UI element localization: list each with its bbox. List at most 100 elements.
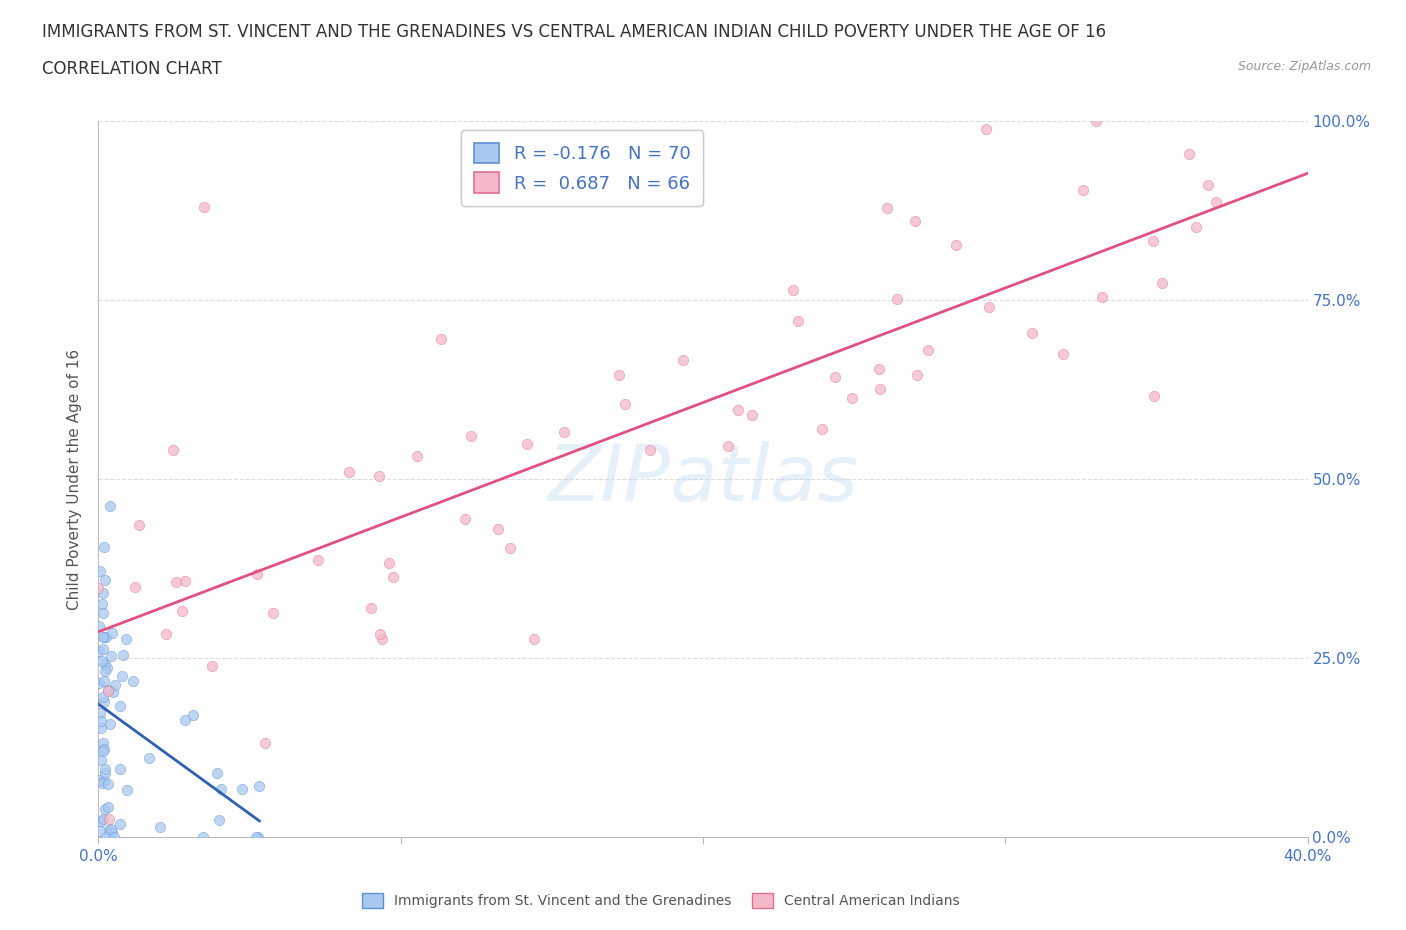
Point [1091,289,1114,304]
Point [117,783,139,798]
Point [100,822,122,837]
Point [101,824,124,839]
Point [307,552,329,567]
Point [108,762,131,777]
Point [607,367,630,382]
Point [381,570,404,585]
Point [174,574,197,589]
Point [370,627,392,642]
Point [1142,389,1164,404]
Point [91,630,114,644]
Point [253,736,276,751]
Point [110,669,132,684]
Point [727,403,749,418]
Point [97,799,120,814]
Point [246,830,269,844]
Point [87,773,110,788]
Point [904,214,927,229]
Point [96,660,118,675]
Point [98,498,121,513]
Point [371,631,394,646]
Point [87,618,110,633]
Point [103,684,125,699]
Y-axis label: Child Poverty Under the Age of 16: Child Poverty Under the Age of 16 [67,349,83,609]
Point [98,811,121,826]
Point [917,342,939,357]
Point [516,437,538,452]
Point [94,664,117,679]
Point [1085,113,1108,128]
Point [1152,275,1174,290]
Point [97,683,120,698]
Point [97,684,120,698]
Point [94,830,117,844]
Point [672,352,695,367]
Point [94,572,117,587]
Point [98,716,121,731]
Point [460,429,482,444]
Point [87,675,110,690]
Point [208,812,231,827]
Point [378,556,401,571]
Point [245,830,267,844]
Point [100,648,122,663]
Point [93,762,115,777]
Point [90,720,112,735]
Point [174,712,197,727]
Point [209,782,232,797]
Legend: R = -0.176   N = 70, R =  0.687   N = 66: R = -0.176 N = 70, R = 0.687 N = 66 [461,130,703,206]
Point [90,597,112,612]
Point [905,367,928,382]
Point [205,765,228,780]
Point [499,540,522,555]
Point [191,830,214,844]
Point [89,705,111,720]
Point [553,425,575,440]
Point [108,817,131,831]
Point [841,391,863,405]
Point [93,741,115,756]
Point [93,743,115,758]
Point [89,564,111,578]
Point [231,781,253,796]
Point [128,517,150,532]
Point [93,539,115,554]
Point [945,238,967,253]
Point [523,631,546,646]
Point [1185,219,1208,234]
Point [741,407,763,422]
Point [93,673,115,688]
Point [91,736,114,751]
Point [93,605,115,620]
Point [90,814,112,829]
Point [1197,178,1219,193]
Point [90,713,112,728]
Point [1052,346,1074,361]
Point [96,777,118,791]
Point [638,443,661,458]
Point [114,631,136,646]
Point [1071,182,1094,197]
Point [979,299,1001,314]
Point [1142,233,1164,248]
Point [868,362,890,377]
Point [93,802,115,817]
Point [155,627,177,642]
Point [1021,326,1043,340]
Point [90,752,112,767]
Text: Source: ZipAtlas.com: Source: ZipAtlas.com [1237,60,1371,73]
Text: IMMIGRANTS FROM ST. VINCENT AND THE GRENADINES VS CENTRAL AMERICAN INDIAN CHILD : IMMIGRANTS FROM ST. VINCENT AND THE GREN… [42,23,1107,41]
Point [94,630,117,644]
Point [100,626,122,641]
Point [886,292,908,307]
Point [262,606,284,621]
Point [201,658,224,673]
Legend: Immigrants from St. Vincent and the Grenadines, Central American Indians: Immigrants from St. Vincent and the Gren… [356,888,966,914]
Point [97,823,120,838]
Point [91,812,114,827]
Point [124,580,146,595]
Point [368,469,391,484]
Point [104,677,127,692]
Point [247,778,270,793]
Point [1205,194,1227,209]
